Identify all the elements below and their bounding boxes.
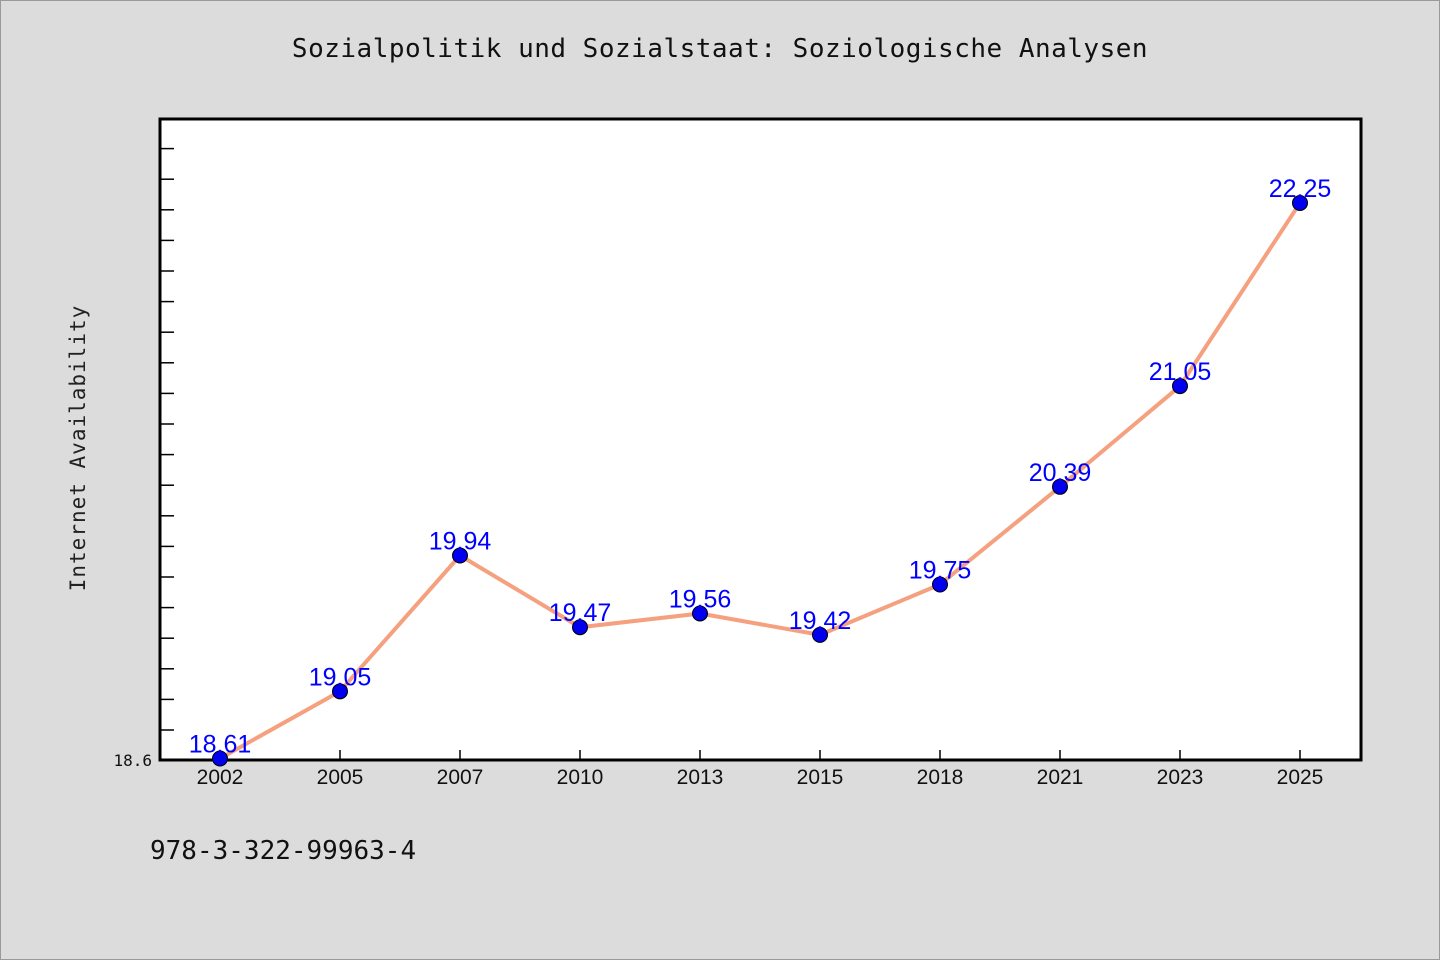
data-label: 19.47: [549, 599, 612, 627]
data-label: 19.94: [429, 527, 492, 555]
x-tick-label: 2018: [917, 766, 964, 789]
data-label: 19.42: [789, 607, 852, 635]
data-point: [932, 576, 948, 593]
x-tick-label: 2007: [437, 766, 484, 789]
x-tick-label: 2013: [677, 766, 724, 789]
x-tick-label: 2005: [317, 766, 364, 789]
x-tick-label: 2025: [1277, 766, 1324, 789]
data-point: [212, 750, 228, 767]
x-axis-ticks: 2002 2005 2007 2010 2013 2015 2018 2021 2023 2025: [197, 750, 1324, 789]
y-axis-ticks: [160, 147, 174, 731]
data-labels-group: 18.61 19.05 19.94 19.47 19.56 19.42 19.75 20.39…: [189, 175, 1332, 759]
data-label: 21.05: [1149, 358, 1212, 386]
x-tick-label: 2015: [797, 766, 844, 789]
isbn-footer: 978-3-322-99963-4: [150, 836, 417, 866]
data-point: [452, 547, 468, 564]
data-label: 19.56: [669, 585, 732, 613]
data-label: 20.39: [1029, 459, 1092, 487]
data-point: [692, 605, 708, 622]
data-point: [1052, 478, 1068, 495]
x-tick-label: 2010: [557, 766, 604, 789]
data-label: 19.05: [309, 663, 372, 691]
data-point: [812, 626, 828, 643]
data-label: 22.25: [1269, 175, 1332, 203]
series-group: [212, 194, 1308, 767]
x-tick-label: 2002: [197, 766, 244, 789]
series-line: [219, 201, 1302, 761]
y-min-tick-label: 18.6: [113, 751, 152, 770]
data-point: [1292, 194, 1308, 211]
chart-title: Sozialpolitik und Sozialstaat: Soziologi…: [291, 34, 1149, 64]
y-axis-label: Internet Availability: [66, 304, 90, 592]
plot-area: [158, 117, 1363, 762]
x-tick-label: 2021: [1037, 766, 1084, 789]
data-point: [332, 683, 348, 700]
data-point: [1172, 378, 1188, 395]
data-label: 19.75: [909, 556, 972, 584]
data-label: 18.61: [189, 730, 252, 758]
data-point: [572, 619, 588, 636]
x-tick-label: 2023: [1157, 766, 1204, 789]
